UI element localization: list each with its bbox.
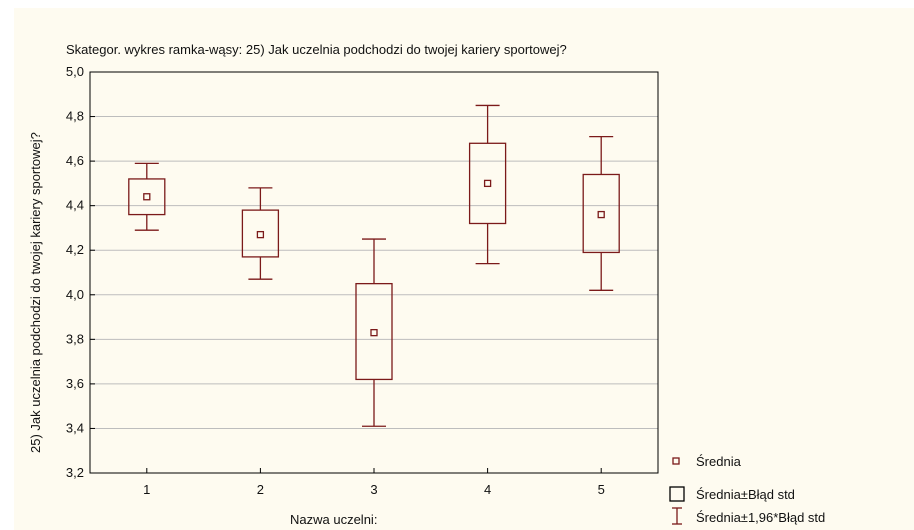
mean-marker [256,230,265,239]
chart-title: Skategor. wykres ramka-wąsy: 25) Jak ucz… [66,42,567,57]
x-tick-label: 4 [484,482,491,497]
legend-box-marker [669,486,685,502]
y-tick-label: 3,6 [66,376,84,391]
x-tick-label: 3 [370,482,377,497]
x-axis-label: Nazwa uczelni: [290,512,377,527]
mean-marker [597,210,605,219]
legend: Średnia Średnia±Błąd std Średnia±1,96*Bł… [669,454,825,525]
legend-whisker-marker [672,507,682,525]
legend-mean-label: Średnia [696,454,742,469]
legend-mean-marker [672,457,680,465]
y-axis-ticks: 3,2 3,4 3,6 3,8 4,0 4,2 4,4 4,6 4,8 5,0 [66,64,95,480]
y-tick-label: 4,2 [66,242,84,257]
y-axis-label: 25) Jak uczelnia podchodzi do twojej kar… [28,132,43,453]
chart-background [14,8,914,530]
std-error-box [582,173,620,254]
y-tick-label: 3,8 [66,331,84,346]
y-tick-label: 4,8 [66,109,84,124]
std-error-box [128,178,166,216]
std-error-box [355,282,393,381]
x-tick-label: 2 [257,482,264,497]
y-tick-label: 3,2 [66,465,84,480]
y-tick-label: 3,4 [66,420,84,435]
legend-whisker-label: Średnia±1,96*Błąd std [696,510,825,525]
x-tick-label: 5 [598,482,605,497]
x-axis-ticks: 1 2 3 4 5 [143,468,605,497]
mean-marker [483,179,492,188]
legend-box-label: Średnia±Błąd std [696,487,795,502]
y-tick-label: 4,6 [66,153,84,168]
std-error-box [241,209,280,258]
mean-marker [370,328,378,337]
mean-marker [143,193,151,201]
y-tick-label: 4,4 [66,198,84,213]
y-tick-label: 4,0 [66,287,84,302]
std-error-box [468,142,507,225]
y-tick-label: 5,0 [66,64,84,79]
boxes [128,104,620,427]
x-tick-label: 1 [143,482,150,497]
